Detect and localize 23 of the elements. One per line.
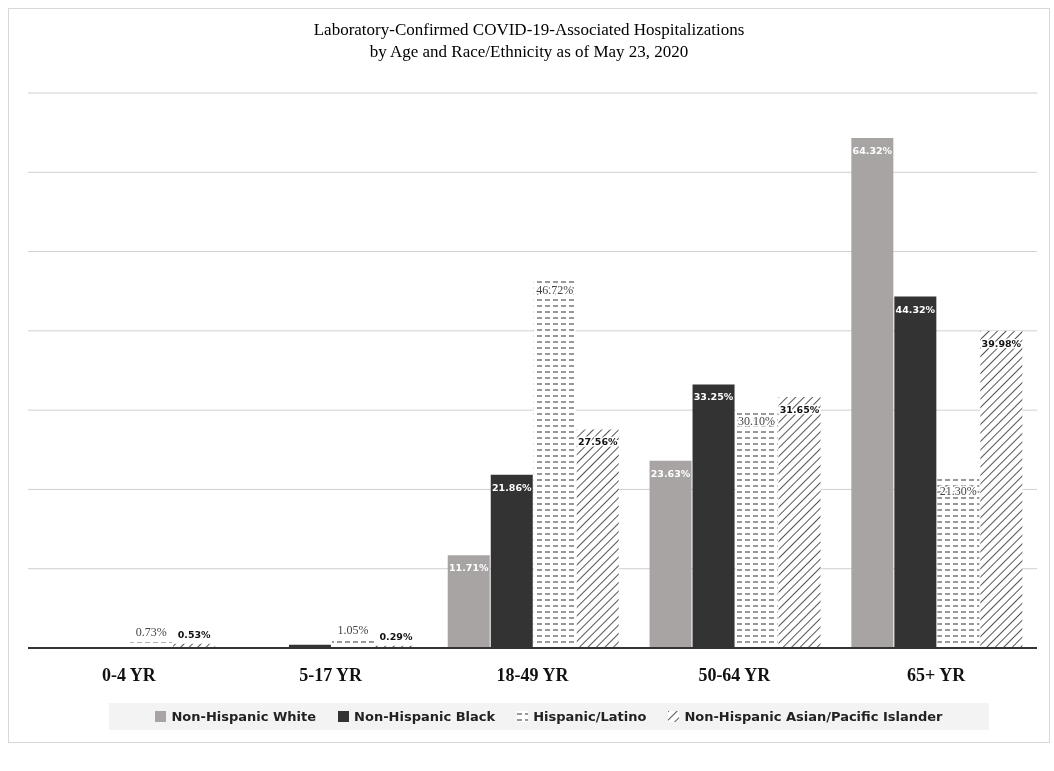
data-label: 11.71% [448, 562, 489, 574]
data-label: 64.32% [852, 145, 893, 157]
x-tick-label: 5-17 YR [299, 664, 364, 685]
x-tick-label: 18-49 YR [496, 664, 570, 685]
data-label: 44.32% [895, 303, 936, 315]
data-label: 0.73% [135, 625, 167, 640]
data-label: 0.53% [177, 628, 212, 640]
data-label: 0.29% [379, 630, 413, 642]
data-label: 21.86% [491, 481, 532, 493]
legend-label: Hispanic/Latino [532, 709, 647, 724]
data-label: 46.72% [536, 282, 574, 297]
data-label: 1.05% [337, 622, 369, 637]
x-tick-label: 50-64 YR [698, 664, 772, 685]
legend-label: Non-Hispanic Asian/Pacific Islander [683, 709, 943, 724]
data-label: 21.30% [939, 484, 977, 499]
data-label: 30.10% [738, 414, 776, 429]
data-label: 33.25% [693, 391, 734, 403]
x-tick-label: 65+ YR [907, 664, 967, 685]
legend-label: Non-Hispanic Black [353, 709, 496, 724]
x-tick-label: 0-4 YR [101, 664, 157, 685]
legend-label: Non-Hispanic White [170, 709, 317, 724]
chart-title: Laboratory-Confirmed COVID-19-Associated Hospitalizations by Age and Race/Ethnicity as of May 23, 2020 [312, 19, 746, 63]
data-label: 23.63% [650, 467, 691, 479]
